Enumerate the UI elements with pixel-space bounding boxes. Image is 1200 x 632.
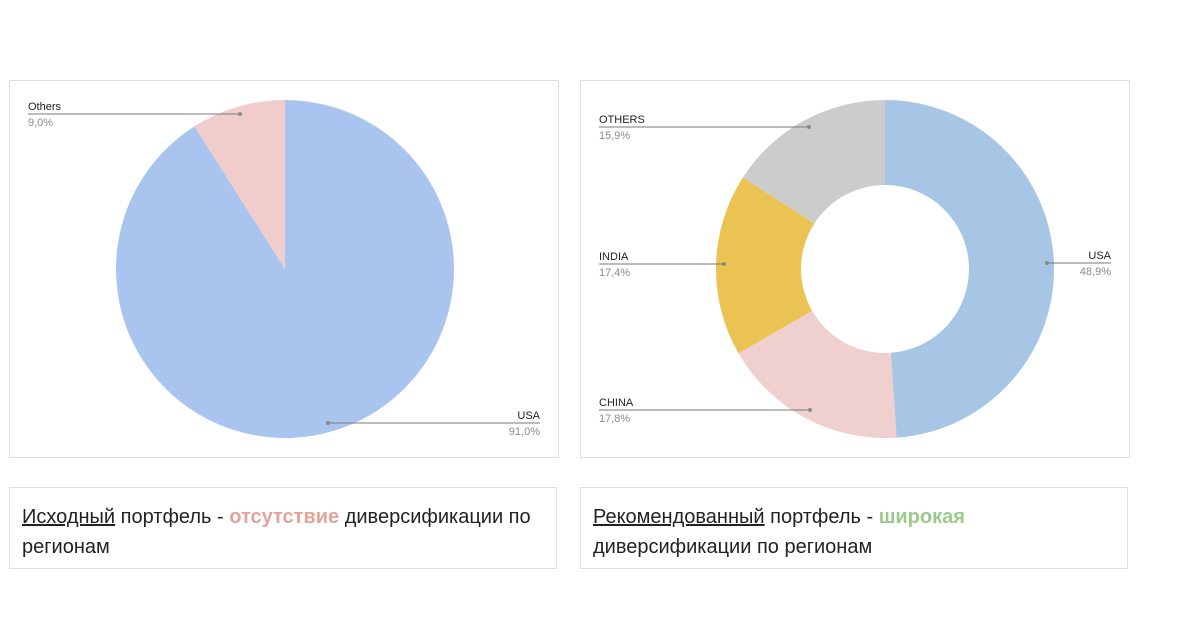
slice-label-india: INDIA [599, 251, 629, 263]
leader-dot-others [238, 112, 242, 116]
slice-label-others: Others [28, 101, 62, 113]
caption-text: портфель - [764, 506, 879, 528]
recommended-portfolio-caption: Рекомендованный портфель - широкая дивер… [580, 487, 1128, 569]
pie-chart: USA 91,0% Others 9,0% [28, 100, 541, 438]
caption-underlined-word: Рекомендованный [593, 506, 765, 528]
slice-others [742, 100, 885, 224]
leader-dot-china [808, 408, 812, 412]
caption-underlined-word: Исходный [22, 506, 116, 528]
slice-value-label-china: 17,8% [599, 413, 630, 425]
slice-others [194, 100, 285, 269]
slice-usa [885, 100, 1055, 438]
slice-china [738, 310, 897, 438]
original-portfolio-chart: USA 91,0% Others 9,0% [9, 80, 559, 458]
original-portfolio-caption: Исходный портфель - отсутствие диверсифи… [9, 487, 557, 569]
donut-chart: USA 48,9% CHINA 17,8% INDIA 17,4% OTHERS 15,9% [599, 100, 1112, 438]
caption-text: портфель - [115, 506, 230, 528]
caption-highlight: широкая [878, 506, 965, 528]
leader-dot-others [807, 125, 811, 129]
slice-label-china: CHINA [599, 397, 634, 409]
slice-value-label-others: 9,0% [28, 117, 53, 129]
slice-value-label-india: 17,4% [599, 267, 630, 279]
slice-label-others: OTHERS [599, 114, 645, 126]
slice-india [716, 177, 815, 354]
slice-label-usa: USA [1088, 250, 1111, 262]
slice-value-label-usa: 91,0% [509, 426, 540, 438]
caption-text: диверсификации по регионам [593, 536, 873, 558]
caption-text: диверсификации по регионам [22, 506, 531, 558]
slice-value-label-usa: 48,9% [1080, 266, 1111, 278]
recommended-portfolio-chart: USA 48,9% CHINA 17,8% INDIA 17,4% OTHERS 15,9% [580, 80, 1130, 458]
leader-dot-india [722, 262, 726, 266]
leader-dot-usa [1045, 261, 1049, 265]
slice-label-usa: USA [517, 410, 540, 422]
leader-dot-usa [326, 421, 330, 425]
slice-value-label-others: 15,9% [599, 130, 630, 142]
caption-highlight: отсутствие [229, 506, 340, 528]
